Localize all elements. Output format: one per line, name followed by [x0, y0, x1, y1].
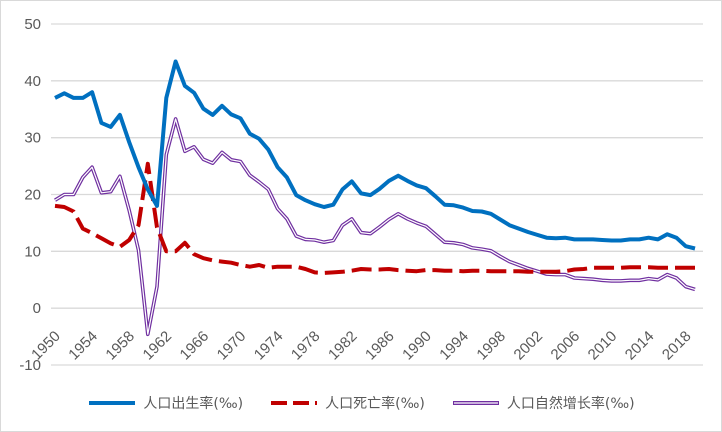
x-tick-label: 2014	[622, 328, 658, 364]
legend-item-birth-rate: 人口出生率(‰)	[87, 393, 243, 413]
y-tick-label: 40	[24, 73, 41, 90]
death-rate-line	[54, 161, 695, 275]
x-tick-label: 1982	[325, 328, 361, 364]
x-tick-label: 2006	[548, 328, 584, 364]
growth-rate-line-inner	[54, 118, 696, 335]
x-tick-label: 1978	[288, 328, 324, 364]
y-tick-label: 20	[24, 187, 41, 204]
y-tick-label: 50	[24, 16, 41, 33]
legend-item-growth-rate: 人口自然增长率(‰)	[451, 393, 635, 413]
legend-item-death-rate: 人口死亡率(‰)	[269, 393, 425, 413]
x-tick-label: 1954	[65, 328, 101, 364]
y-tick-label: -10	[19, 357, 41, 374]
x-tick-label: 1966	[177, 328, 213, 364]
birth-rate-line	[54, 59, 696, 251]
x-tick-label: 1998	[473, 328, 509, 364]
y-tick-label: 0	[33, 300, 41, 317]
legend-label: 人口出生率(‰)	[143, 396, 244, 412]
x-tick-label: 1958	[102, 328, 138, 364]
x-tick-label: 1962	[140, 328, 176, 364]
x-tick-label: 2002	[511, 328, 547, 364]
legend-label: 人口死亡率(‰)	[325, 396, 425, 412]
x-tick-label: 2010	[585, 328, 621, 364]
legend: 人口出生率(‰) 人口死亡率(‰) 人口自然增长率(‰)	[1, 393, 721, 413]
x-tick-label: 1970	[214, 328, 250, 364]
x-tick-label: 1990	[399, 328, 435, 364]
x-tick-label: 2018	[659, 328, 695, 364]
y-tick-label: 10	[24, 243, 41, 260]
growth-rate-line	[54, 117, 696, 337]
x-tick-label: 1986	[362, 328, 398, 364]
y-tick-label: 30	[24, 130, 41, 147]
legend-label: 人口自然增长率(‰)	[506, 396, 635, 412]
x-tick-label: 1950	[28, 328, 64, 364]
x-tick-label: 1974	[251, 328, 287, 364]
x-tick-label: 1994	[436, 328, 472, 364]
